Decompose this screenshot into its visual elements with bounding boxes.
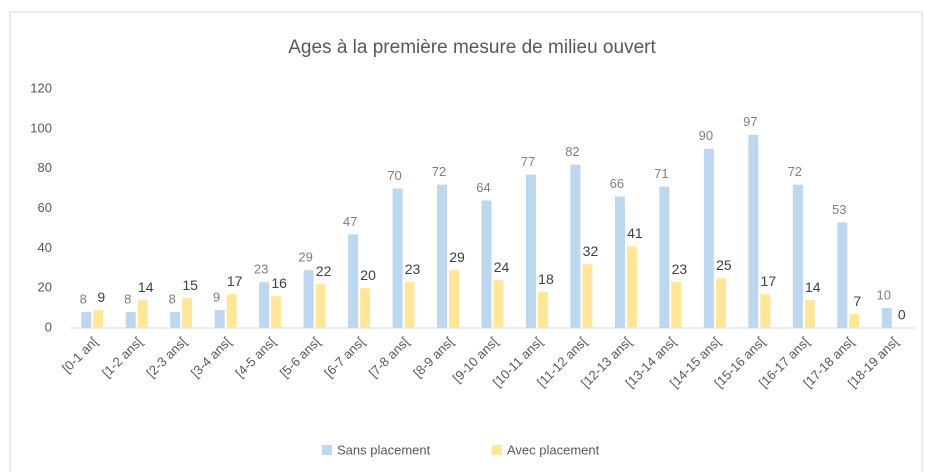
data-label: 14 (805, 279, 821, 295)
bar (537, 292, 548, 328)
data-label: 9 (213, 290, 220, 305)
bar (614, 196, 625, 328)
data-label: 47 (343, 214, 357, 229)
data-label: 7 (853, 293, 861, 309)
legend-label: Sans placement (337, 442, 431, 457)
data-label: 25 (716, 257, 732, 273)
bar (792, 184, 803, 328)
data-label: 8 (80, 292, 87, 307)
data-label: 77 (521, 154, 535, 169)
bar (626, 246, 637, 328)
bar (715, 278, 726, 328)
data-label: 17 (761, 273, 777, 289)
data-label: 20 (360, 267, 376, 283)
bar (748, 134, 759, 328)
bar (525, 174, 536, 328)
y-tick-label: 100 (30, 120, 52, 135)
bar (271, 296, 282, 328)
data-label: 71 (654, 166, 668, 181)
bar (315, 284, 326, 328)
data-label: 23 (672, 261, 688, 277)
bar (170, 312, 181, 328)
bar (837, 222, 848, 328)
bar (804, 300, 815, 328)
data-label: 82 (565, 144, 579, 159)
data-label: 72 (432, 164, 446, 179)
data-label: 29 (298, 250, 312, 265)
bar (703, 148, 714, 328)
chart-frame (9, 11, 923, 472)
data-label: 32 (583, 243, 599, 259)
y-tick-label: 20 (38, 280, 52, 295)
data-label: 17 (227, 273, 243, 289)
data-label: 10 (877, 288, 891, 303)
y-tick-label: 120 (30, 80, 52, 95)
bar (659, 186, 670, 328)
bar (760, 294, 771, 328)
legend-label: Avec placement (507, 442, 600, 457)
data-label: 9 (97, 289, 105, 305)
bar (404, 282, 415, 328)
bar (125, 312, 136, 328)
y-tick-label: 40 (38, 240, 52, 255)
data-label: 23 (405, 261, 421, 277)
bar (348, 234, 359, 328)
bar (449, 270, 460, 328)
bar (392, 188, 403, 328)
data-label: 97 (743, 114, 757, 129)
data-label: 53 (832, 202, 846, 217)
data-label: 29 (449, 249, 465, 265)
bar (93, 310, 104, 328)
bar (137, 300, 148, 328)
data-label: 22 (316, 263, 332, 279)
data-label: 90 (699, 128, 713, 143)
bar (303, 270, 314, 328)
bar (81, 312, 92, 328)
y-tick-label: 0 (45, 319, 52, 334)
data-label: 23 (254, 262, 268, 277)
bar (226, 294, 237, 328)
bar (481, 200, 492, 328)
data-label: 16 (271, 275, 287, 291)
data-label: 8 (169, 292, 176, 307)
bar (259, 282, 270, 328)
data-label: 64 (476, 180, 490, 195)
data-label: 66 (610, 176, 624, 191)
data-label: 14 (138, 279, 154, 295)
legend-swatch (322, 445, 332, 455)
data-label: 24 (494, 259, 510, 275)
bar (437, 184, 448, 328)
data-label: 41 (627, 225, 643, 241)
y-tick-label: 80 (38, 160, 52, 175)
bar (214, 310, 225, 328)
bar (182, 298, 193, 328)
data-label: 18 (538, 271, 554, 287)
data-label: 72 (788, 164, 802, 179)
data-label: 15 (182, 277, 198, 293)
bar (849, 314, 860, 328)
y-tick-label: 60 (38, 200, 52, 215)
data-label: 8 (124, 292, 131, 307)
bar (570, 164, 581, 328)
chart-title: Ages à la première mesure de milieu ouve… (288, 37, 656, 58)
bar (582, 264, 593, 328)
bar (671, 282, 682, 328)
bar (881, 308, 892, 328)
legend-swatch (492, 445, 502, 455)
bar (493, 280, 504, 328)
data-label: 0 (898, 307, 906, 323)
data-label: 70 (387, 168, 401, 183)
bar (360, 288, 371, 328)
